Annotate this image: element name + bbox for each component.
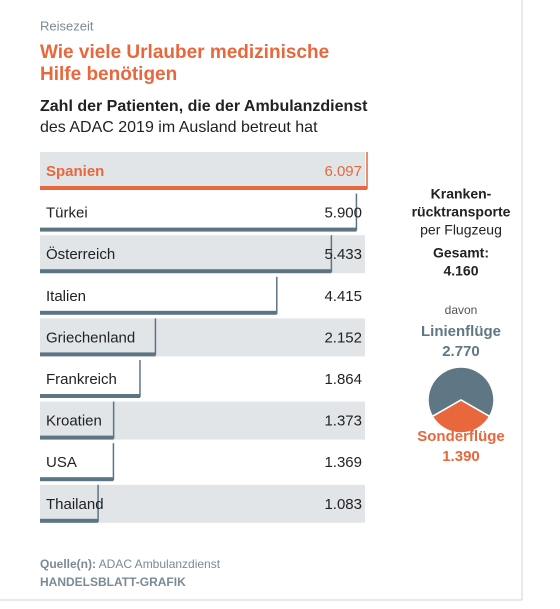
value-label: 6.097 (324, 163, 362, 180)
value-label: 1.369 (324, 454, 362, 471)
row-background (40, 318, 365, 357)
category-label: Kroatien (46, 413, 102, 430)
value-label: 1.864 (324, 371, 362, 388)
category-label: Türkei (46, 205, 88, 222)
value-label: 5.433 (324, 246, 362, 263)
bar (40, 186, 367, 190)
pie-title: rücktransporte (412, 204, 511, 220)
title: Hilfe benötigen (40, 64, 177, 85)
row-background (40, 484, 365, 523)
bar (40, 394, 140, 398)
value-label: 4.415 (324, 288, 362, 305)
slice-value: 2.770 (442, 343, 480, 360)
bar (40, 435, 114, 440)
note: davon (445, 303, 478, 317)
source: Quelle(n): ADAC Ambulanzdienst (40, 557, 221, 571)
category-label: Frankreich (46, 371, 117, 388)
bar (40, 310, 277, 315)
bar (40, 227, 357, 232)
legend-label: Linienflüge (421, 323, 501, 340)
subtitle: Zahl der Patienten, die der Ambulanzdien… (40, 98, 368, 115)
category-label: Griechenland (46, 329, 135, 346)
bar (40, 518, 99, 523)
pie-slice (427, 366, 495, 418)
pie-slice (431, 399, 491, 434)
value-label: 1.083 (324, 496, 362, 513)
kicker: Reisezeit (40, 18, 94, 33)
category-label: Österreich (46, 245, 115, 263)
category-label: USA (46, 454, 77, 471)
source-text: ADAC Ambulanzdienst (99, 557, 221, 571)
bar (40, 269, 332, 274)
value-label: 1.373 (324, 413, 362, 430)
total-label: Gesamt: (433, 245, 489, 261)
legend-label: Sonderflüge (417, 428, 505, 445)
value-label: 5.900 (324, 205, 362, 222)
pie-title: Kranken- (431, 186, 492, 202)
row-background (40, 401, 365, 440)
credit: HANDELSBLATT-GRAFIK (40, 575, 186, 589)
source-label: Quelle(n): (40, 557, 96, 571)
bar (40, 352, 156, 357)
row-background (40, 235, 365, 274)
value-label: 2.152 (324, 329, 362, 346)
row-background (40, 152, 365, 190)
pie-title: per Flugzeug (420, 222, 502, 238)
category-label: Spanien (46, 163, 104, 180)
title: Wie viele Urlauber medizinische (40, 42, 329, 63)
category-label: Thailand (46, 496, 104, 513)
bar (40, 477, 114, 482)
slice-value: 1.390 (442, 448, 480, 465)
total-value: 4.160 (443, 263, 478, 279)
subtitle: des ADAC 2019 im Ausland betreut hat (40, 119, 318, 136)
category-label: Italien (46, 288, 86, 305)
